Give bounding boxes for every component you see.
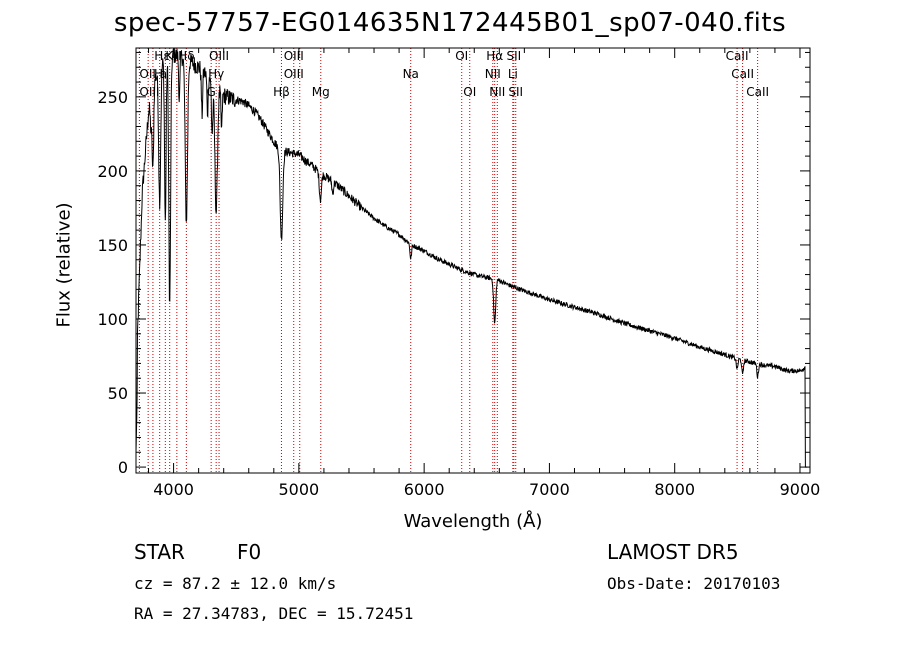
coordinates-text: RA = 27.34783, DEC = 15.72451 — [134, 604, 414, 623]
x-axis-label: Wavelength (Å) — [403, 511, 543, 532]
marker-label: OIII — [284, 49, 304, 63]
y-tick-label: 200 — [97, 162, 128, 181]
line-markers — [138, 48, 759, 473]
marker-label: OI — [463, 85, 476, 99]
x-tick-label: 6000 — [404, 480, 445, 499]
marker-label: Na — [403, 67, 419, 81]
marker-label: Hα — [486, 49, 503, 63]
marker-label: K — [165, 49, 174, 63]
marker-label: OIII — [284, 67, 304, 81]
marker-label: CaII — [731, 67, 754, 81]
y-axis-label: Flux (relative) — [53, 202, 75, 328]
marker-label: CaII — [746, 85, 769, 99]
object-subclass: F0 — [237, 540, 262, 564]
marker-label: NII — [489, 85, 505, 99]
x-tick-label: 9000 — [780, 480, 821, 499]
marker-label: NII — [485, 67, 501, 81]
marker-label: Hε — [154, 49, 170, 63]
object-class: STAR — [134, 540, 185, 564]
y-tick-label: 150 — [97, 236, 128, 255]
plot-frame — [135, 47, 811, 474]
y-tick-label: 50 — [108, 384, 128, 403]
obs-date-text: Obs-Date: 20170103 — [607, 574, 781, 593]
y-tick-label: 250 — [97, 88, 128, 107]
marker-label: OI — [455, 49, 468, 63]
survey-name: LAMOST DR5 — [607, 540, 739, 564]
x-tick-label: 7000 — [529, 480, 570, 499]
y-tick-label: 0 — [118, 458, 128, 477]
marker-label: CaII — [726, 49, 749, 63]
x-axis-ticks: 4000 5000 6000 7000 8000 9000 — [148, 48, 821, 499]
marker-label: OIII — [209, 49, 229, 63]
marker-label: H — [154, 67, 163, 81]
marker-label: SII — [506, 49, 521, 63]
x-tick-label: 5000 — [279, 480, 320, 499]
redshift-text: cz = 87.2 ± 12.0 km/s — [134, 574, 337, 593]
y-tick-label: 100 — [97, 310, 128, 329]
chart-title: spec-57757-EG014635N172445B01_sp07-040.f… — [113, 8, 787, 38]
marker-label: Hβ — [273, 85, 290, 99]
spectrum-line — [135, 47, 808, 468]
marker-label: Hγ — [208, 67, 224, 81]
marker-label: Mg — [312, 85, 330, 99]
x-tick-label: 8000 — [654, 480, 695, 499]
marker-label: OII — [139, 67, 156, 81]
x-tick-label: 4000 — [153, 480, 194, 499]
marker-label: Li — [508, 67, 518, 81]
y-axis-ticks: 0 50 100 150 200 250 — [97, 51, 810, 477]
marker-label: SII — [508, 85, 523, 99]
